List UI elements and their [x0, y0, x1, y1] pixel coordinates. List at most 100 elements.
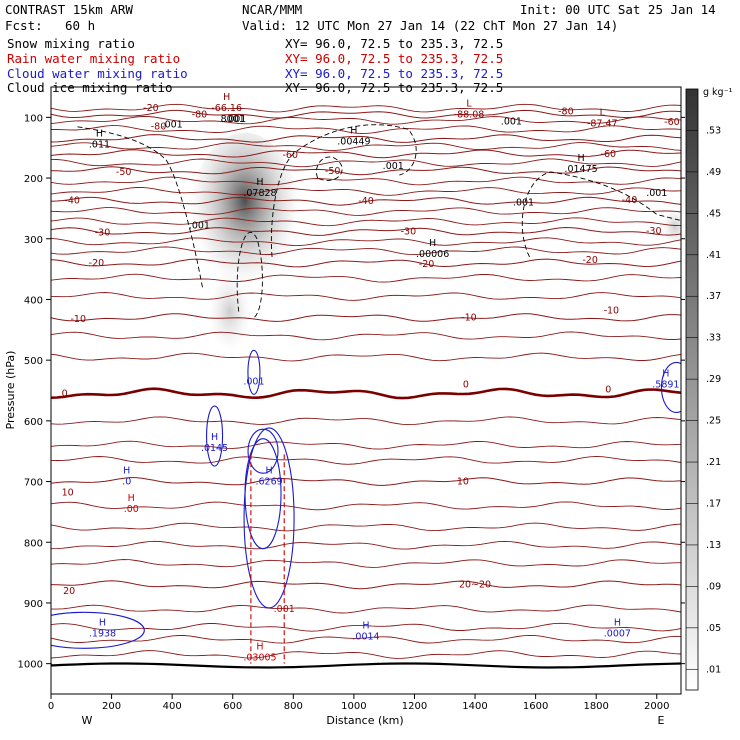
x-tick-label: 800	[284, 701, 303, 712]
x-tick-label: 1200	[402, 701, 427, 712]
temperature-contour--50	[51, 166, 681, 176]
extremum-marker: H	[429, 238, 436, 249]
cloud-water-contour	[243, 427, 295, 609]
y-tick-label: 900	[24, 599, 43, 610]
y-tick-label: 700	[24, 478, 43, 489]
contour-label: -80	[192, 109, 208, 120]
org-title: NCAR/MMM	[242, 2, 303, 17]
contour-label: -30	[646, 226, 662, 237]
extremum-marker: H	[211, 432, 218, 443]
extremum-marker: L	[466, 98, 472, 109]
field-rain-name: Rain water mixing ratio	[7, 51, 181, 66]
y-tick-label: 400	[24, 295, 43, 306]
snow-shading	[189, 132, 300, 303]
contour-label: -20	[143, 103, 159, 114]
extremum-value: .0145	[201, 443, 228, 454]
temperature-contour	[51, 142, 681, 151]
temperature-contour-0	[51, 387, 681, 400]
field-rain-xy: XY= 96.0, 72.5 to 235.3, 72.5	[285, 51, 504, 66]
contour-label: -30	[401, 226, 417, 237]
x-tick-label: 2000	[644, 701, 669, 712]
contour-label: -80	[558, 106, 574, 117]
contour-label: -40	[358, 196, 374, 207]
colorbar-tick-label: .09	[706, 581, 721, 592]
contour-label: 20	[63, 586, 75, 597]
extremum-value: -88.08	[454, 109, 485, 120]
model-title: CONTRAST 15km ARW	[5, 2, 133, 17]
x-tick-label: 400	[163, 701, 182, 712]
extremum-value: .001	[225, 114, 246, 125]
y-tick-label: 600	[24, 417, 43, 428]
temperature-contour	[51, 186, 681, 196]
extremum-marker: H	[256, 177, 263, 188]
contour-label: -20	[582, 255, 598, 266]
extremum-value: -87.47	[587, 118, 618, 129]
temperature-contour	[51, 331, 681, 341]
extremum-marker: H	[256, 642, 263, 653]
y-tick-label: 200	[24, 174, 43, 185]
y-tick-label: 800	[24, 538, 43, 549]
temperature-contour	[51, 455, 681, 465]
extremum-value: 8001	[221, 114, 245, 125]
y-tick-label: 100	[24, 113, 43, 124]
x-tick-label: 200	[102, 701, 121, 712]
x-axis-east: E	[658, 714, 665, 727]
temperature-contour	[51, 650, 681, 659]
extremum-value: .001	[383, 161, 404, 172]
temperature-contour	[51, 207, 681, 216]
y-axis-label: Pressure (hPa)	[4, 351, 17, 430]
contour-label: -10	[604, 305, 620, 316]
temperature-contour	[51, 116, 681, 125]
x-tick-label: 0	[48, 701, 54, 712]
cloud-ice-contour	[521, 171, 681, 258]
extremum-value: .1938	[89, 628, 116, 639]
extremum-value: .01475	[564, 164, 597, 175]
temperature-contour	[51, 176, 681, 186]
y-tick-label: 1000	[18, 660, 43, 671]
cloud-ice-contour	[236, 231, 263, 319]
x-axis-west: W	[82, 714, 93, 727]
colorbar-tick-label: .49	[706, 167, 721, 178]
x-tick-label: 1000	[341, 701, 366, 712]
colorbar-tick-label: .45	[706, 208, 721, 219]
temperature-contour	[51, 501, 681, 511]
extremum-marker: H	[96, 129, 103, 140]
extremum-value: .001	[162, 120, 183, 131]
extremum-marker: H	[662, 368, 669, 379]
extremum-value: .001	[646, 188, 667, 199]
snow-shading-lower	[207, 271, 252, 352]
temperature-contour	[51, 103, 681, 113]
snow-shading-east	[660, 206, 681, 247]
contour-label: -80	[151, 121, 167, 132]
contour-label: -50	[116, 167, 132, 178]
temperature-contour	[51, 273, 681, 283]
temperature-contour-10	[51, 477, 681, 486]
plot-frame	[50, 86, 682, 695]
colorbar-tick-label: .25	[706, 416, 721, 427]
extremum-marker: H	[99, 617, 106, 628]
temperature-contour	[51, 604, 681, 614]
extremum-marker: H	[350, 126, 357, 137]
extremum-value: .0014	[352, 631, 379, 642]
colorbar-tick-label: .41	[706, 250, 721, 261]
extremum-value: .00006	[416, 249, 449, 260]
extremum-marker: L	[600, 107, 606, 118]
cloud-water-contour	[247, 428, 279, 474]
extremum-value: .001	[274, 604, 295, 615]
temperature-contour	[51, 622, 681, 632]
field-snow-name: Snow mixing ratio	[7, 36, 135, 51]
extremum-value: .07828	[243, 188, 276, 199]
contour-label: -10	[70, 314, 86, 325]
temperature-contour--40	[51, 196, 681, 206]
init-time: Init: 00 UTC Sat 25 Jan 14	[520, 2, 716, 17]
temperature-contour	[51, 352, 681, 362]
x-tick-label: 600	[223, 701, 242, 712]
extremum-value: .001	[189, 220, 210, 231]
contour-label: 0	[605, 384, 611, 395]
colorbar-tick-label: .01	[706, 664, 721, 675]
colorbar-tick-label: .05	[706, 623, 721, 634]
colorbar-tick-label: .53	[706, 125, 721, 136]
extremum-value: .001	[243, 376, 264, 387]
cloud-water-contour	[51, 611, 145, 649]
